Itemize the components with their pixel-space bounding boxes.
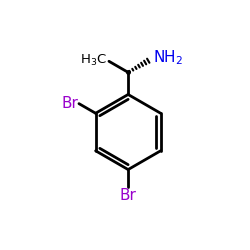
Text: Br: Br xyxy=(120,188,136,203)
Text: Br: Br xyxy=(61,96,78,111)
Text: H$_3$C: H$_3$C xyxy=(80,53,107,68)
Text: NH$_2$: NH$_2$ xyxy=(153,48,183,67)
